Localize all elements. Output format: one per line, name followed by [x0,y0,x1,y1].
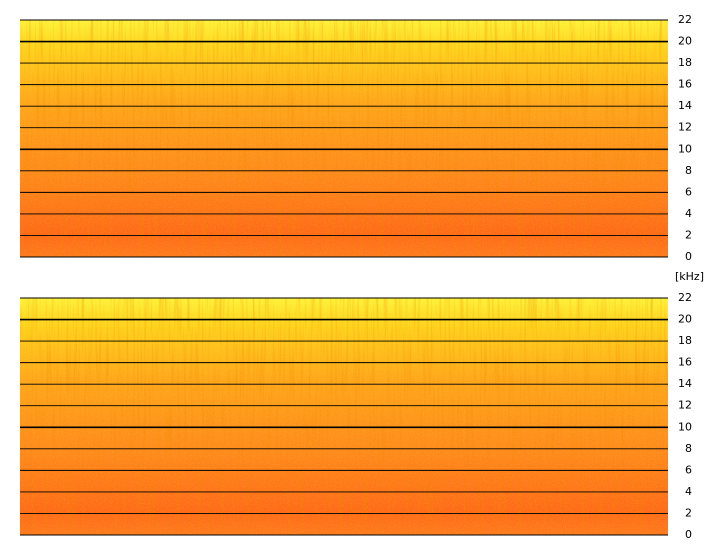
y-tick-label: 10 [678,420,692,433]
y-tick-label: 12 [678,121,692,134]
spectrogram-speckle [20,20,668,257]
y-tick-label: 16 [678,356,692,369]
y-tick-label: 4 [685,207,692,220]
y-tick-label: 8 [685,442,692,455]
y-tick-label: 0 [685,250,692,263]
y-tick-label: 18 [678,334,692,347]
y-axis-label: [kHz] [675,270,704,283]
y-tick-label: 10 [678,142,692,155]
y-tick-label: 8 [685,164,692,177]
y-tick-label: 14 [678,377,692,390]
y-tick-label: 20 [678,35,692,48]
y-tick-label: 4 [685,485,692,498]
y-tick-label: 6 [685,185,692,198]
spectrogram-speckle [20,298,668,535]
y-tick-label: 12 [678,399,692,412]
y-tick-label: 2 [685,228,692,241]
y-tick-label: 18 [678,56,692,69]
y-tick-label: 2 [685,506,692,519]
y-tick-label: 22 [678,13,692,26]
y-tick-label: 0 [685,528,692,541]
y-tick-label: 22 [678,291,692,304]
y-tick-label: 16 [678,78,692,91]
y-tick-label: 6 [685,463,692,476]
y-tick-label: 20 [678,313,692,326]
y-tick-label: 14 [678,99,692,112]
